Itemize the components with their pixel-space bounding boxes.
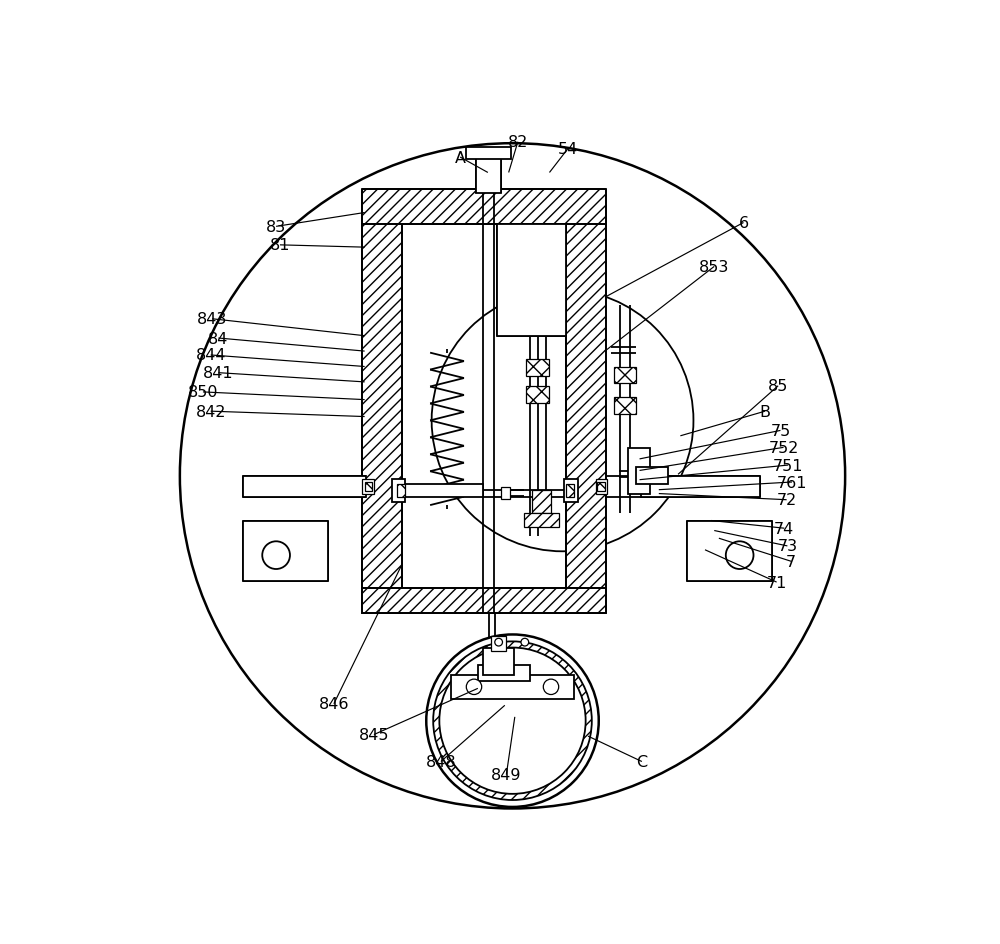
Text: 84: 84 — [208, 331, 229, 346]
Text: 85: 85 — [768, 379, 788, 394]
Bar — [365, 482, 372, 492]
Text: 841: 841 — [203, 365, 234, 380]
Text: 848: 848 — [426, 754, 456, 769]
Text: 73: 73 — [777, 539, 797, 554]
Bar — [614, 397, 636, 414]
Bar — [362, 206, 402, 614]
Bar — [243, 521, 328, 581]
Bar — [478, 666, 530, 681]
Bar — [597, 482, 605, 492]
Bar — [429, 349, 466, 510]
Bar — [362, 589, 606, 614]
Bar — [362, 480, 374, 495]
Text: 751: 751 — [773, 458, 803, 473]
Text: 83: 83 — [266, 220, 286, 235]
Text: 71: 71 — [766, 575, 787, 590]
Text: 842: 842 — [195, 404, 226, 419]
Bar — [501, 487, 510, 499]
Bar — [392, 480, 405, 502]
Bar — [497, 225, 566, 336]
Bar — [483, 648, 514, 675]
Bar — [451, 675, 574, 700]
Circle shape — [521, 639, 529, 647]
Bar — [526, 386, 549, 403]
Text: 845: 845 — [359, 727, 389, 742]
Bar — [532, 490, 551, 514]
Text: 846: 846 — [319, 697, 349, 712]
Text: 54: 54 — [558, 142, 578, 157]
Bar — [628, 448, 650, 495]
Bar — [524, 514, 559, 527]
Text: 844: 844 — [195, 348, 226, 363]
Circle shape — [180, 144, 845, 809]
Bar — [466, 148, 511, 160]
Text: 75: 75 — [770, 424, 791, 438]
Text: 74: 74 — [774, 521, 794, 536]
Text: 850: 850 — [188, 385, 218, 400]
Text: 853: 853 — [699, 260, 729, 275]
Text: A: A — [455, 150, 466, 165]
Circle shape — [466, 680, 482, 695]
Bar — [636, 467, 668, 484]
Bar — [362, 190, 606, 225]
Text: 6: 6 — [738, 216, 749, 230]
Text: 7: 7 — [786, 554, 796, 569]
Text: 843: 843 — [197, 312, 227, 327]
Circle shape — [426, 634, 599, 807]
Circle shape — [726, 542, 754, 569]
Text: B: B — [760, 404, 771, 419]
Bar — [243, 477, 366, 497]
Text: 72: 72 — [776, 493, 797, 508]
Text: 752: 752 — [768, 441, 799, 455]
Bar — [596, 480, 607, 495]
Bar — [687, 521, 772, 581]
Circle shape — [262, 542, 290, 569]
Bar — [491, 636, 506, 651]
Text: 81: 81 — [270, 238, 290, 253]
Text: 849: 849 — [491, 767, 522, 783]
Circle shape — [439, 648, 586, 794]
Circle shape — [543, 680, 559, 695]
Bar — [403, 484, 483, 497]
Bar — [614, 367, 636, 384]
Bar — [641, 477, 760, 497]
Text: 82: 82 — [508, 135, 528, 150]
Text: C: C — [636, 754, 647, 769]
Bar — [476, 156, 501, 194]
Circle shape — [495, 639, 502, 647]
Bar — [566, 206, 606, 614]
Bar — [566, 484, 574, 497]
Bar — [397, 484, 405, 497]
Text: 761: 761 — [777, 475, 807, 490]
Bar — [526, 360, 549, 377]
Bar — [564, 480, 578, 502]
